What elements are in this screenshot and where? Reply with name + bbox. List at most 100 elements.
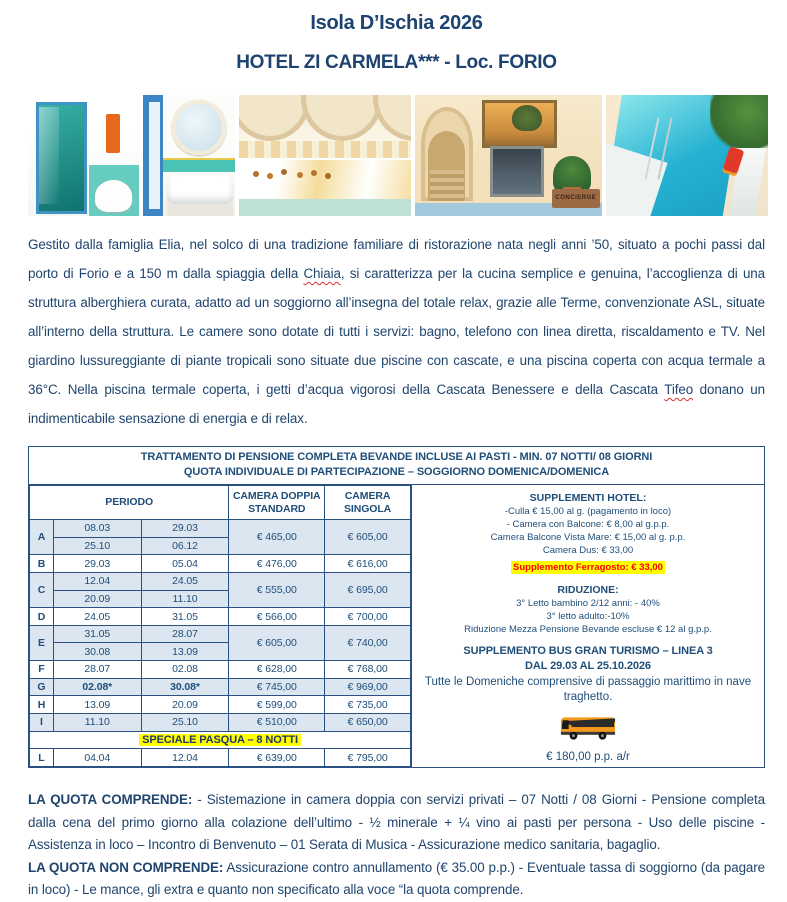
period-end-date: 13.09 [140, 642, 230, 662]
table-row-F: F 28.07 02.08 € 628,00 € 768,00 [29, 660, 411, 679]
period-start-date: 11.10 [52, 712, 142, 732]
table-row-H: H 13.09 20.09 € 599,00 € 735,00 [29, 695, 411, 714]
period-end-date: 29.03 [140, 519, 230, 538]
quota-non-comprende-paragraph: LA QUOTA NON COMPRENDE: Assicurazione co… [28, 857, 765, 902]
photo-bathroom-shower [28, 95, 139, 216]
period-end-date: 24.05 [140, 571, 230, 591]
table-row-G: G 02.08* 30.08* € 745,00 € 969,00 [29, 677, 411, 697]
period-letter: A [29, 519, 54, 556]
arch-shape [373, 95, 411, 141]
period-end-date: 05.04 [140, 554, 230, 573]
buffet-table-shape [239, 157, 411, 200]
description-text: Gestito dalla famiglia Elia, nel solco d… [28, 237, 765, 281]
photo-restaurant-buffet [239, 95, 411, 216]
table-row-B: B 29.03 05.04 € 476,00 € 616,00 [29, 554, 411, 573]
concierge-sign: CONCIERGE [551, 189, 601, 208]
price-single-room: € 616,00 [324, 554, 411, 573]
special-easter-row: SPECIALE PASQUA – 8 NOTTI [29, 730, 411, 750]
table-row-D: D 24.05 31.05 € 566,00 € 700,00 [29, 607, 411, 626]
period-start-date: 25.10 [52, 536, 142, 556]
period-letter: F [29, 660, 54, 679]
period-letter: B [29, 554, 54, 573]
shower-shape [35, 102, 87, 214]
tile-band-shape [163, 157, 235, 173]
price-double-room: € 628,00 [228, 660, 326, 679]
riduzione-title: RIDUZIONE: [557, 584, 619, 596]
period-letter: G [29, 677, 54, 697]
cabinet-shape [166, 203, 234, 216]
period-start-date: 13.09 [52, 695, 142, 714]
floor-shape [239, 199, 411, 216]
painting-tree-shape [512, 104, 543, 132]
period-start-date: 31.05 [52, 624, 142, 644]
glass-door-shape [489, 145, 545, 197]
table-row-C2: 20.09 11.10 [30, 589, 411, 609]
sink-shape [166, 174, 234, 204]
round-mirror-shape [172, 99, 226, 156]
column-header-camera-singola: CAMERA SINGOLA [324, 484, 411, 521]
price-double-room: € 745,00 [228, 677, 326, 697]
period-start-date: 29.03 [52, 554, 142, 573]
price-double-room: € 555,00 [228, 571, 326, 609]
price-single-room: € 795,00 [324, 748, 411, 767]
quota-comprende-paragraph: LA QUOTA COMPRENDE: - Sistemazione in ca… [28, 789, 765, 857]
arch-shape [300, 95, 384, 141]
treatment-line: TRATTAMENTO DI PENSIONE COMPLETA BEVANDE… [140, 451, 653, 463]
table-row-E2: 30.08 13.09 [30, 642, 411, 662]
price-double-room: € 566,00 [228, 607, 326, 626]
price-single-room: € 768,00 [324, 660, 411, 679]
period-start-date: 08.03 [52, 519, 142, 538]
price-double-room: € 510,00 [228, 712, 326, 732]
period-letter: D [29, 607, 54, 626]
table-row-C: C 12.04 24.05 € 555,00 € 695,00 [29, 571, 411, 609]
hotel-title: HOTEL ZI CARMELA*** - Loc. FORIO [236, 52, 557, 73]
table-row-L: L 04.04 12.04 € 639,00 € 795,00 [29, 748, 411, 767]
price-single-room: € 969,00 [324, 677, 411, 697]
period-start-date: 30.08 [52, 642, 142, 662]
supplement-item: Camera Balcone Vista Mare: € 15,00 al g.… [490, 532, 686, 543]
period-letter: H [29, 695, 54, 714]
special-easter-highlight: SPECIALE PASQUA – 8 NOTTI [139, 733, 301, 746]
quota-line: QUOTA INDIVIDUALE DI PARTECIPAZIONE – SO… [183, 466, 610, 478]
period-start-date: 02.08* [52, 677, 142, 697]
period-end-date: 31.05 [140, 607, 230, 626]
column-header-periodo: PERIODO [28, 484, 230, 521]
period-start-date: 24.05 [52, 607, 142, 626]
photo-lobby-entrance: CONCIERGE [415, 95, 602, 216]
supplements-panel: SUPPLEMENTI HOTEL: -Culla € 15,00 al g. … [411, 485, 764, 767]
bus-price: € 180,00 p.p. a/r [546, 751, 630, 763]
period-letter: I [29, 712, 54, 732]
bus-supplement-title: SUPPLEMENTO BUS GRAN TURISMO – LINEA 3 [463, 645, 713, 657]
table-row-speciale-pasqua: SPECIALE PASQUA – 8 NOTTI [29, 730, 411, 750]
price-single-room: € 735,00 [324, 695, 411, 714]
description-text: donano un indimenticabile sensazione di … [28, 382, 765, 426]
towel-shape [105, 114, 121, 154]
photo-bathroom-sink [143, 95, 235, 216]
price-double-room: € 639,00 [228, 748, 326, 767]
supplement-item: -Culla € 15,00 al g. (pagamento in loco) [504, 506, 672, 517]
description-text: , si caratterizza per la cucina semplice… [28, 266, 765, 397]
footer-terms: LA QUOTA COMPRENDE: - Sistemazione in ca… [28, 789, 765, 902]
table-row-I: I 11.10 25.10 € 510,00 € 650,00 [29, 712, 411, 732]
period-letter: C [29, 571, 54, 609]
riduzione-item: Riduzione Mezza Pensione Bevande escluse… [464, 624, 712, 635]
shower-glass-shape [39, 107, 60, 204]
period-end-date: 11.10 [140, 589, 230, 609]
period-end-date: 30.08* [140, 677, 230, 697]
pastries-shape [252, 171, 259, 178]
period-end-date: 06.12 [140, 536, 230, 556]
price-double-room: € 465,00 [228, 519, 326, 556]
riduzione-item: 3° Letto bambino 2/12 anni: - 40% [516, 598, 660, 609]
price-double-room: € 605,00 [228, 624, 326, 662]
column-header-camera-doppia: CAMERA DOPPIA STANDARD [228, 484, 326, 521]
period-start-date: 04.04 [52, 748, 142, 767]
quota-non-comprende-label: LA QUOTA NON COMPRENDE: [28, 859, 224, 875]
price-table: PERIODO CAMERA DOPPIA STANDARD CAMERA SI… [28, 484, 411, 767]
stairs-shape [429, 170, 464, 202]
photo-strip: CONCIERGE [28, 95, 768, 216]
misspelled-word-tifeo: Tifeo [664, 382, 694, 397]
supplement-item: - Camera con Balcone: € 8,00 al g.p.p. [506, 519, 670, 530]
price-single-room: € 650,00 [324, 712, 411, 732]
bus-icon [420, 713, 756, 748]
price-single-room: € 695,00 [324, 571, 411, 609]
